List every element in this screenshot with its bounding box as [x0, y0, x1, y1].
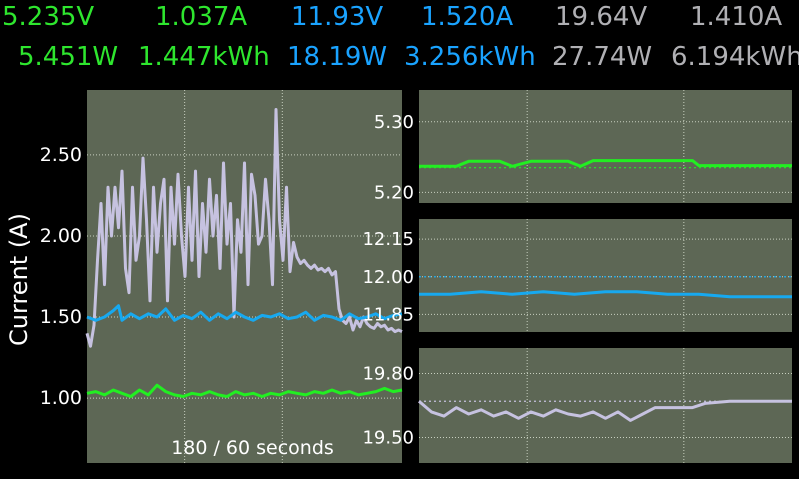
rail2-power: 18.19W — [287, 42, 388, 72]
rail2-current: 1.520A — [421, 2, 514, 32]
rail3-voltage: 19.64V — [555, 2, 648, 32]
y-tick-label: 2.50 — [40, 144, 82, 166]
y-tick-label: 5.20 — [374, 182, 414, 203]
rail3-current: 1.410A — [690, 2, 783, 32]
series-line-rail1 — [419, 159, 792, 168]
rail1-energy: 1.447kWh — [138, 42, 270, 72]
plot-background — [419, 348, 792, 463]
y-tick-label: 19.80 — [362, 364, 414, 385]
rail1-voltage: 5.235V — [2, 2, 95, 32]
series-line-rail3 — [85, 108, 403, 348]
plot-background — [87, 90, 402, 463]
rail3-energy: 6.194kWh — [671, 42, 799, 72]
y-tick-label: 12.15 — [362, 229, 414, 250]
y-tick-label: 1.50 — [40, 306, 82, 328]
y-axis-label: Current (A) — [5, 213, 33, 346]
y-tick-label: 11.85 — [362, 304, 414, 325]
series-line-rail2 — [419, 290, 792, 299]
series-line-rail3 — [418, 399, 792, 422]
rail2-energy: 3.256kWh — [404, 42, 536, 72]
plot-background — [419, 219, 792, 332]
y-tick-label: 12.00 — [362, 267, 414, 288]
y-tick-label: 1.00 — [40, 387, 82, 409]
y-tick-label: 2.00 — [40, 225, 82, 247]
series-line-rail2 — [86, 304, 403, 322]
rail1-power: 5.451W — [18, 42, 119, 72]
time-window-label: 180 / 60 seconds — [171, 437, 334, 459]
rail1-current: 1.037A — [155, 2, 248, 32]
rail1-voltage-chart: 5.20 5.30 — [374, 90, 792, 203]
rail3-power: 27.74W — [552, 42, 653, 72]
series-line-rail1 — [86, 383, 403, 398]
rail2-voltage: 11.93V — [291, 2, 384, 32]
rail3-voltage-chart: 19.50 19.80 — [362, 348, 792, 463]
current-chart: 1.00 1.50 2.00 2.50 Current (A) 180 / 60 seco… — [5, 90, 403, 463]
y-tick-label: 19.50 — [362, 427, 414, 448]
rail2-voltage-chart: 11.85 12.00 12.15 — [362, 219, 792, 332]
y-tick-label: 5.30 — [374, 112, 414, 133]
plot-background — [419, 90, 792, 203]
